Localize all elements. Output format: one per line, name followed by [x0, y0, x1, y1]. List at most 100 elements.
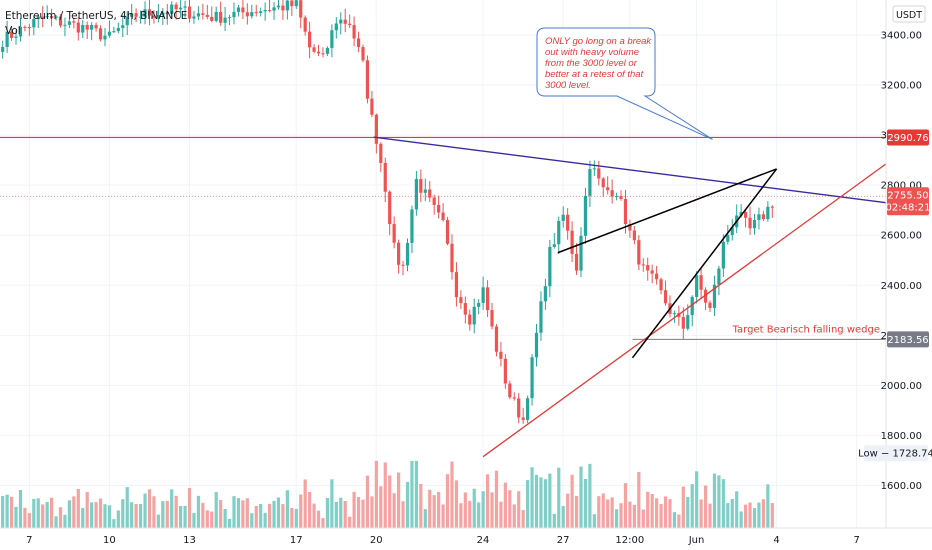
volume-bar [370, 496, 374, 528]
volume-bar [85, 492, 89, 528]
volume-bar [548, 473, 552, 528]
candle-body [63, 24, 67, 26]
volume-bar [388, 475, 392, 528]
candle-body [348, 23, 352, 26]
time-axis[interactable]: 7 10 13 17 20 24 27 12:00 Jun 4 7 [0, 527, 932, 550]
candle-body [170, 4, 174, 14]
price-tick-label: 1600.00 [881, 481, 922, 492]
candle-body [690, 296, 694, 316]
candle-body [748, 217, 752, 229]
volume-bar [566, 493, 570, 528]
volume-bar [401, 501, 405, 528]
candle-body [143, 9, 147, 17]
candle-body [179, 7, 183, 10]
candle-body [121, 25, 125, 29]
volume-bar [499, 501, 503, 528]
callout-line: ONLY go long on a break [545, 36, 652, 47]
candle-body [610, 190, 614, 197]
candle-body [236, 7, 241, 12]
callout-note[interactable]: ONLY go long on a break out with heavy vo… [536, 27, 713, 140]
volume-bar [757, 502, 761, 528]
candle-body [641, 264, 645, 266]
low-tag: Low − 1728.74 [858, 449, 932, 460]
symbol-title[interactable]: Ethereum / TetherUS, 4h, BINANCE [5, 10, 187, 22]
candle-body [161, 12, 165, 16]
volume-bar [530, 467, 534, 528]
candle-body [90, 25, 94, 30]
volume-bar [138, 504, 143, 528]
candle-body [530, 357, 534, 399]
candle-body [726, 235, 730, 242]
candle-body [303, 17, 307, 32]
candle-body [321, 53, 325, 55]
volume-bar [588, 463, 592, 528]
volume-bar [463, 492, 467, 528]
candle-body [76, 22, 80, 33]
price-axis[interactable]: 1600.001800.002000.002200.002400.002600.… [858, 0, 932, 550]
volume-bar [312, 503, 316, 528]
volume-bar [419, 484, 423, 528]
candle-body [14, 36, 18, 38]
ascending-support-line[interactable] [482, 163, 887, 458]
candle-body [441, 212, 445, 221]
volume-bar [267, 503, 272, 528]
candle-body [254, 12, 258, 14]
volume-bar [770, 503, 774, 528]
volume-bar [752, 508, 757, 528]
volume-bar [450, 461, 454, 528]
volume-bar [490, 492, 494, 528]
candle-body [308, 31, 312, 48]
candle-body [463, 303, 467, 315]
volume-bar [196, 495, 201, 528]
grid [0, 0, 886, 528]
time-tick-label: Jun [688, 535, 705, 546]
candle-body [410, 209, 414, 243]
candle-body [94, 25, 98, 29]
candle-body [597, 168, 601, 179]
volume-bar [534, 474, 539, 528]
candle-body [485, 287, 490, 311]
volume-bar [76, 489, 80, 528]
volume-bar [512, 504, 516, 528]
time-tick-label: 4 [773, 535, 779, 546]
candle-body [330, 30, 334, 48]
candle-body [534, 332, 539, 358]
candle-body [752, 219, 757, 229]
wedge-upper-line[interactable] [557, 168, 777, 254]
volume-bar [508, 490, 512, 528]
volume-bar [250, 513, 254, 528]
time-tick-label: 12:00 [615, 535, 644, 546]
candle-body [32, 19, 36, 28]
volume-bar [374, 460, 378, 528]
candle-body [5, 31, 9, 47]
candle-body [445, 220, 450, 244]
candle-body [717, 268, 721, 285]
volume-bar [281, 504, 285, 528]
candle-body [477, 302, 481, 307]
wedge-lower-line[interactable] [631, 168, 778, 359]
candle-body [712, 284, 717, 308]
volume-bar [379, 486, 383, 528]
volume-bar [330, 479, 334, 528]
volume-bar [445, 474, 450, 528]
candle-body [583, 195, 588, 236]
candle-body [343, 19, 347, 24]
time-tick-label: 27 [557, 535, 570, 546]
price-tick-label: 2600.00 [881, 231, 922, 242]
candle-body [267, 9, 272, 11]
volume-bar [9, 496, 14, 528]
descending-trend-line[interactable] [373, 136, 887, 204]
candle-body [18, 26, 23, 37]
candle-body [312, 47, 316, 52]
volume-bar [165, 500, 169, 528]
currency-badge[interactable]: USDT [892, 5, 926, 23]
volume-bar [32, 498, 36, 528]
candle-body [147, 9, 152, 16]
candle-body [67, 21, 72, 25]
resistance-price-tag-box [887, 129, 929, 146]
volume-bar [437, 491, 441, 528]
volume-bar [597, 496, 601, 528]
volume-bar [396, 472, 401, 528]
volume-bar [219, 500, 223, 528]
